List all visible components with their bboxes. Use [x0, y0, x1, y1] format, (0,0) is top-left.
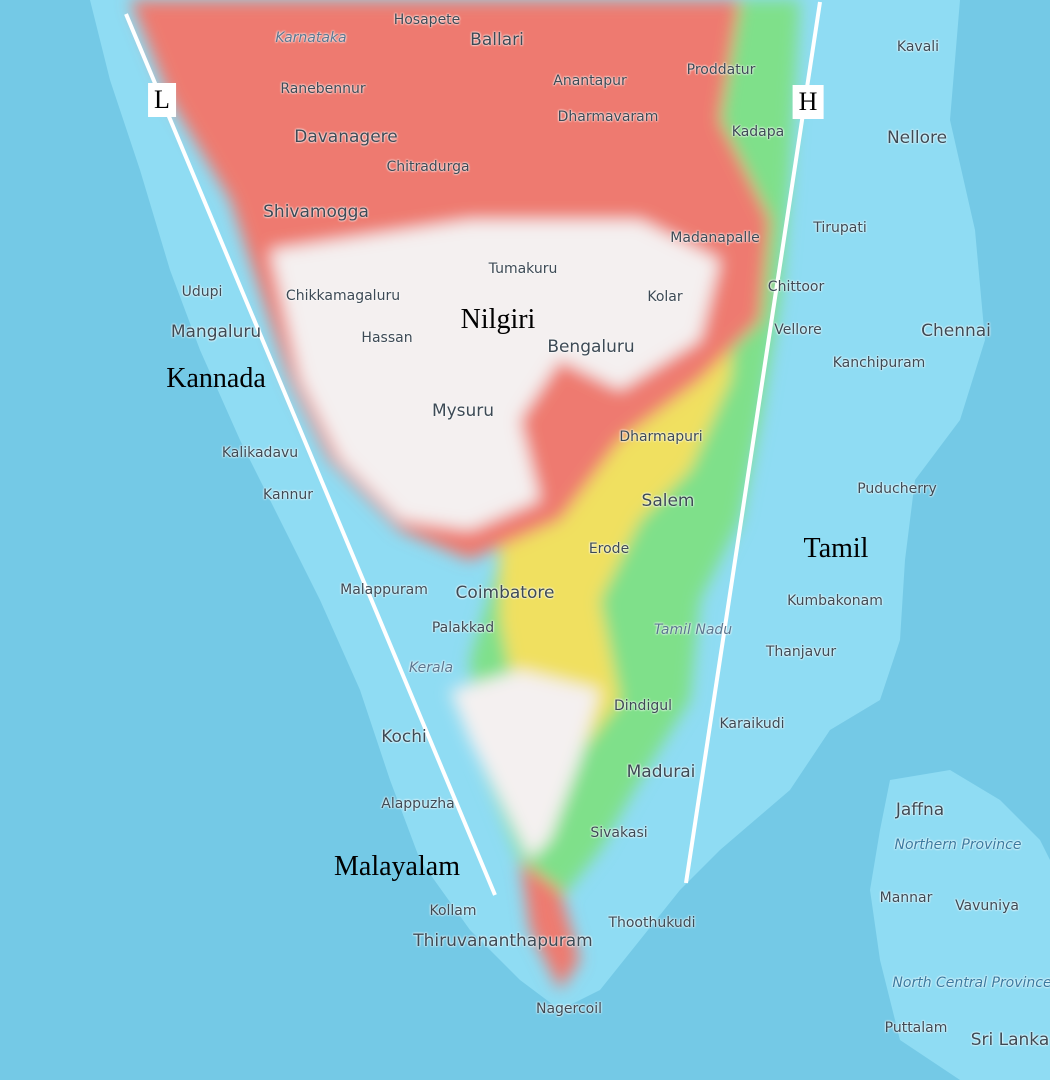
city-label: Kanchipuram [832, 355, 926, 371]
city-label: Mysuru [431, 401, 495, 421]
city-label: Thoothukudi [608, 915, 696, 931]
city-label: Dharmapuri [619, 429, 703, 445]
city-label: Madurai [626, 762, 696, 782]
state-label: Northern Province [894, 837, 1022, 853]
city-label: Malappuram [340, 582, 428, 598]
city-label: Ballari [470, 30, 524, 50]
city-label: Kumbakonam [787, 593, 883, 609]
city-label: Hassan [361, 330, 413, 346]
city-label: Karaikudi [719, 716, 785, 732]
city-label: Shivamogga [263, 202, 369, 222]
overlay-tamil: Tamil [803, 533, 869, 564]
city-label: Palakkad [431, 620, 495, 636]
city-label: Sri Lanka [970, 1030, 1050, 1050]
city-label: Chittoor [767, 279, 825, 295]
city-label: Dindigul [614, 698, 672, 714]
city-label: Nagercoil [535, 1001, 603, 1017]
state-label: Kerala [408, 660, 454, 676]
city-label: Dharmavaram [557, 109, 659, 125]
city-label: Anantapur [553, 73, 627, 89]
city-label: Thanjavur [765, 644, 837, 660]
city-label: Erode [588, 541, 630, 557]
sri-lanka-landmass [870, 770, 1050, 1080]
label-L: L [148, 83, 176, 117]
city-label: Kolar [647, 289, 683, 305]
overlay-malayalam: Malayalam [334, 851, 460, 882]
city-label: Tirupati [813, 220, 867, 236]
city-label: Puducherry [857, 481, 937, 497]
city-label: Kollam [429, 903, 477, 919]
city-label: Kavali [896, 39, 940, 55]
city-label: Salem [641, 491, 695, 511]
line-H [684, 1, 822, 884]
city-label: Udupi [181, 284, 223, 300]
city-label: Vellore [774, 322, 822, 338]
city-label: Coimbatore [455, 583, 555, 603]
city-label: Ranebennur [280, 81, 366, 97]
city-label: Chitradurga [386, 159, 470, 175]
state-label: North Central Province [892, 975, 1050, 991]
city-label: Thiruvananthapuram [413, 931, 593, 951]
state-label: Karnataka [275, 30, 347, 46]
city-label: Chennai [921, 321, 991, 341]
city-label: Chikkamagaluru [285, 288, 401, 304]
city-label: Kadapa [731, 124, 785, 140]
city-label: Kannur [263, 487, 313, 503]
state-label: Tamil Nadu [653, 622, 733, 638]
overlay-kannada: Kannada [166, 363, 266, 394]
city-label: Hosapete [393, 12, 461, 28]
city-label: Jaffna [895, 800, 945, 820]
city-label: Alappuzha [381, 796, 455, 812]
city-label: Kochi [381, 727, 427, 747]
city-label: Vavuniya [955, 898, 1019, 914]
city-label: Davanagere [294, 127, 398, 147]
city-label: Bengaluru [547, 337, 635, 357]
city-label: Kalikadavu [221, 445, 299, 461]
city-label: Sivakasi [590, 825, 648, 841]
city-label: Mangaluru [170, 322, 262, 342]
overlay-nilgiri: Nilgiri [460, 304, 536, 335]
city-label: Madanapalle [670, 230, 760, 246]
label-H: H [792, 85, 824, 119]
elevation-shading [130, 0, 800, 990]
city-label: Mannar [879, 890, 933, 906]
city-label: Proddatur [686, 62, 756, 78]
line-L [124, 13, 497, 896]
city-label: Nellore [886, 128, 948, 148]
city-label: Tumakuru [488, 261, 558, 277]
city-label: Puttalam [884, 1020, 948, 1036]
